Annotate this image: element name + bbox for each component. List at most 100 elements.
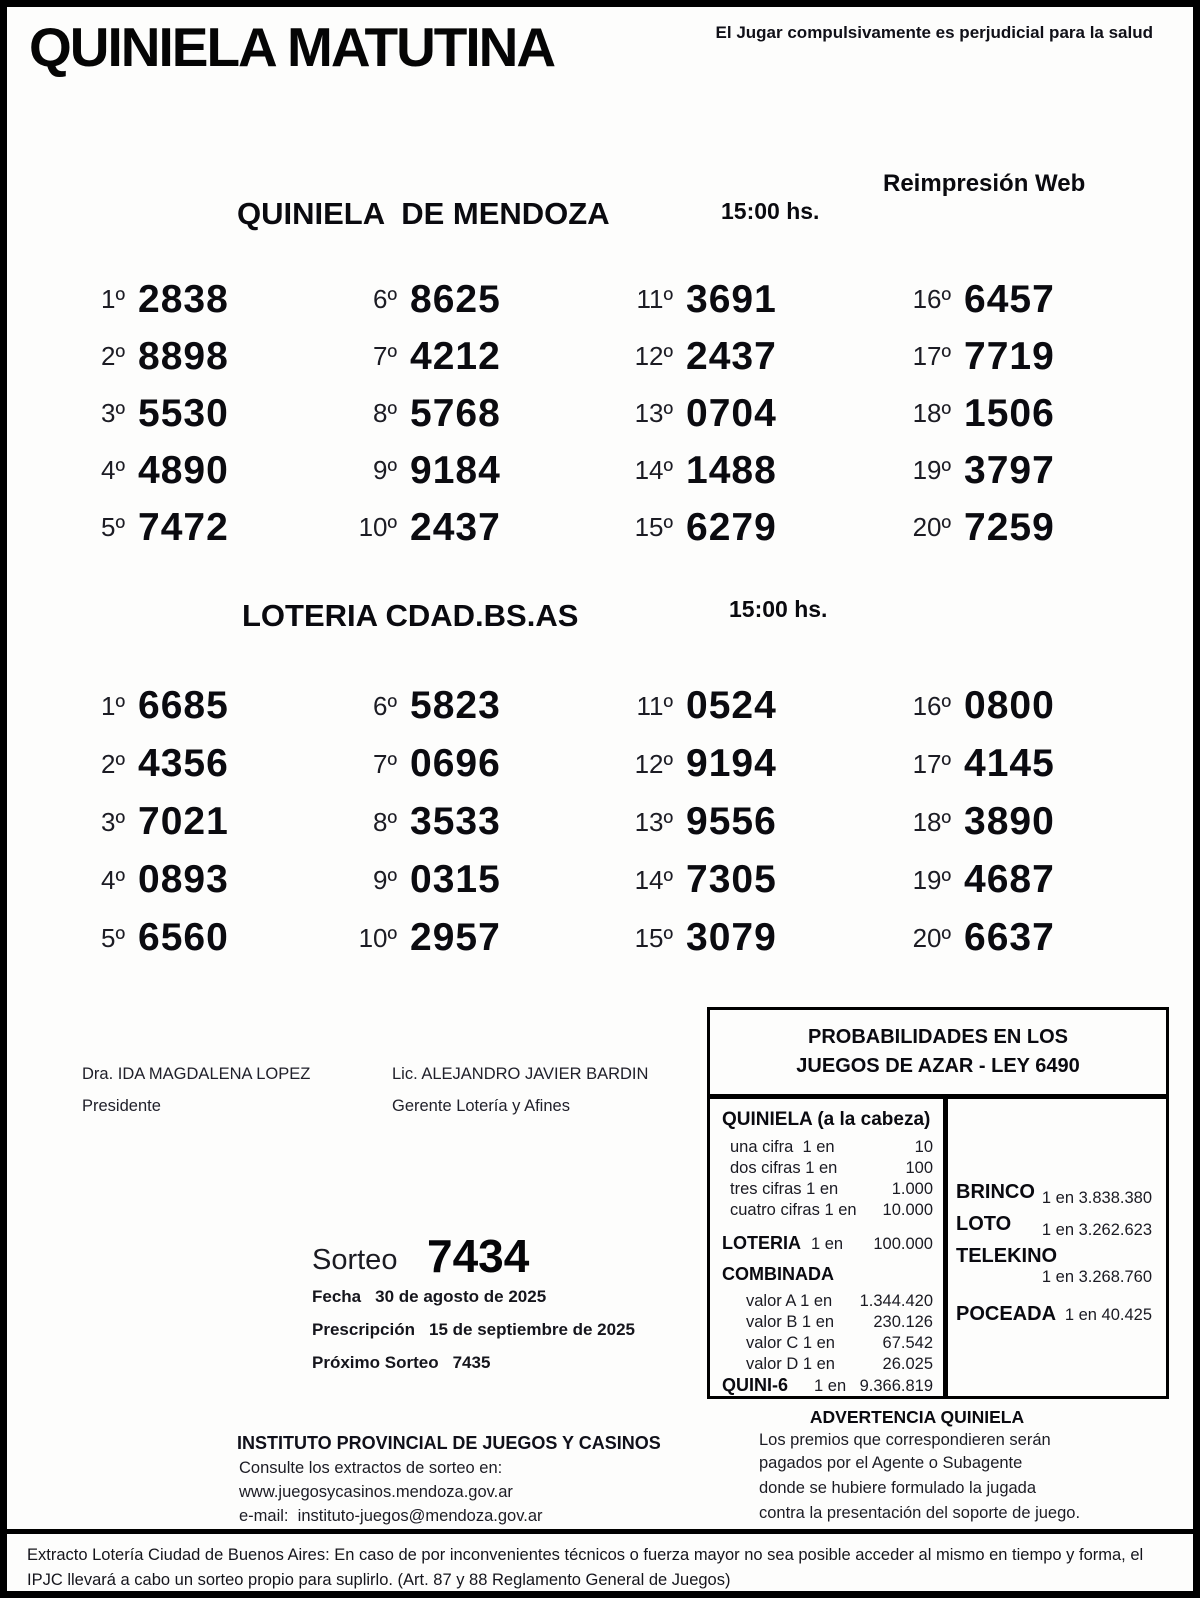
result-number: 3691 bbox=[686, 277, 777, 321]
result-position: 13º bbox=[634, 398, 673, 428]
result-number: 8898 bbox=[138, 334, 229, 378]
odds-label: valor A 1 en bbox=[746, 1292, 833, 1310]
quini6-odds-row: QUINI-6 1 en 9.366.819 bbox=[722, 1375, 933, 1397]
result-number: 9184 bbox=[410, 448, 501, 492]
loto-value: 1 en 3.262.623 bbox=[1041, 1221, 1152, 1239]
result-number: 6457 bbox=[964, 277, 1055, 321]
result-number: 7259 bbox=[964, 505, 1055, 549]
result-number: 3079 bbox=[686, 916, 777, 959]
result-position: 18º bbox=[912, 806, 951, 837]
loteria-odds-row: LOTERIA 1 en 100.000 bbox=[722, 1233, 933, 1255]
poceada-value: 1 en 40.425 bbox=[1064, 1306, 1152, 1324]
result-item: 10º 2957 bbox=[339, 909, 615, 967]
result-position: 1º bbox=[101, 690, 125, 721]
result-number: 4687 bbox=[964, 858, 1055, 901]
probabilities-box: PROBABILIDADES EN LOS JUEGOS DE AZAR - L… bbox=[707, 1007, 1169, 1399]
result-position: 8º bbox=[373, 806, 397, 837]
odds-row: tres cifras 1 en 1.000 bbox=[722, 1179, 933, 1200]
mendoza-draw-time: 15:00 hs. bbox=[721, 198, 820, 224]
result-position: 2º bbox=[101, 748, 125, 779]
loteria-odds-value: 100.000 bbox=[873, 1235, 933, 1253]
result-item: 13º 0704 bbox=[615, 385, 893, 442]
president-name: Dra. IDA MAGDALENA LOPEZ bbox=[82, 1065, 311, 1083]
result-number: 4890 bbox=[138, 448, 229, 492]
result-number: 8625 bbox=[410, 277, 501, 321]
sorteo-number: 7434 bbox=[427, 1230, 530, 1282]
bsas-results-grid: 1º 6685 2º 4356 3º 7021 4º 0893 5º 6560 6º 582… bbox=[67, 677, 1173, 967]
result-position: 13º bbox=[634, 806, 673, 837]
result-position: 12º bbox=[634, 341, 673, 371]
result-item: 5º 7472 bbox=[67, 499, 339, 556]
probabilities-left-column: QUINIELA (a la cabeza) una cifra 1 en 10 … bbox=[710, 1099, 948, 1396]
result-position: 1º bbox=[101, 284, 125, 314]
result-position: 14º bbox=[634, 455, 673, 485]
odds-value: 10.000 bbox=[882, 1201, 933, 1219]
result-item: 16º 0800 bbox=[893, 677, 1173, 735]
combinada-header: COMBINADA bbox=[722, 1264, 834, 1284]
result-position: 9º bbox=[373, 455, 397, 485]
odds-label: dos cifras 1 en bbox=[730, 1159, 838, 1177]
advertencia-line: donde se hubiere formulado la jugada bbox=[759, 1479, 1037, 1497]
result-item: 10º 2437 bbox=[339, 499, 615, 556]
result-number: 5823 bbox=[410, 684, 501, 727]
result-position: 18º bbox=[912, 398, 951, 428]
brinco-value: 1 en 3.838.380 bbox=[1041, 1189, 1152, 1207]
result-number: 6279 bbox=[686, 505, 777, 549]
odds-value: 67.542 bbox=[882, 1334, 933, 1352]
result-number: 3797 bbox=[964, 448, 1055, 492]
brinco-odds-row: BRINCO 1 en 3.838.380 bbox=[956, 1181, 1152, 1207]
result-item: 11º 3691 bbox=[615, 271, 893, 328]
telekino-name: TELEKINO bbox=[956, 1245, 1058, 1267]
result-number: 0315 bbox=[410, 858, 501, 901]
probabilities-body: QUINIELA (a la cabeza) una cifra 1 en 10 … bbox=[710, 1099, 1166, 1396]
result-number: 0893 bbox=[138, 858, 229, 901]
result-number: 7472 bbox=[138, 505, 229, 549]
result-position: 7º bbox=[373, 748, 397, 779]
result-number: 6637 bbox=[964, 916, 1055, 959]
result-item: 19º 4687 bbox=[893, 851, 1173, 909]
result-position: 5º bbox=[101, 922, 125, 953]
result-position: 15º bbox=[634, 512, 673, 542]
odds-row: cuatro cifras 1 en 10.000 bbox=[722, 1200, 933, 1221]
result-item: 9º 9184 bbox=[339, 442, 615, 499]
advertencia-title: ADVERTENCIA QUINIELA bbox=[809, 1407, 1025, 1427]
odds-row: valor A 1 en 1.344.420 bbox=[722, 1291, 933, 1312]
loto-odds-row: LOTO 1 en 3.262.623 bbox=[956, 1213, 1152, 1239]
result-number: 1506 bbox=[964, 391, 1055, 435]
result-number: 5768 bbox=[410, 391, 501, 435]
result-number: 2838 bbox=[138, 277, 229, 321]
result-item: 8º 3533 bbox=[339, 793, 615, 851]
result-position: 16º bbox=[912, 690, 951, 721]
result-item: 7º 0696 bbox=[339, 735, 615, 793]
quiniela-odds-header: QUINIELA (a la cabeza) bbox=[722, 1109, 931, 1130]
result-number: 2957 bbox=[410, 916, 501, 959]
result-position: 9º bbox=[373, 864, 397, 895]
result-position: 19º bbox=[912, 864, 951, 895]
result-position: 2º bbox=[101, 341, 125, 371]
result-item: 18º 3890 bbox=[893, 793, 1173, 851]
odds-row: valor D 1 en 26.025 bbox=[722, 1354, 933, 1375]
bsas-section-title: LOTERIA CDAD.BS.AS bbox=[242, 598, 579, 633]
odds-row: valor C 1 en 67.542 bbox=[722, 1333, 933, 1354]
result-item: 15º 6279 bbox=[615, 499, 893, 556]
result-number: 6685 bbox=[138, 684, 229, 727]
odds-label: valor C 1 en bbox=[746, 1334, 835, 1352]
manager-role: Gerente Lotería y Afines bbox=[392, 1097, 570, 1115]
result-position: 3º bbox=[101, 806, 125, 837]
loteria-odds-mid: 1 en bbox=[811, 1235, 844, 1253]
instituto-email: e-mail: instituto-juegos@mendoza.gov.ar bbox=[239, 1507, 543, 1525]
brinco-name: BRINCO bbox=[956, 1181, 1035, 1203]
result-number: 0524 bbox=[686, 684, 777, 727]
result-number: 1488 bbox=[686, 448, 777, 492]
result-item: 11º 0524 bbox=[615, 677, 893, 735]
result-item: 13º 9556 bbox=[615, 793, 893, 851]
result-position: 15º bbox=[634, 922, 673, 953]
odds-label: cuatro cifras 1 en bbox=[730, 1201, 857, 1219]
result-item: 17º 4145 bbox=[893, 735, 1173, 793]
result-number: 9556 bbox=[686, 800, 777, 843]
bsas-draw-time: 15:00 hs. bbox=[729, 596, 828, 622]
fecha-line: Fecha 30 de agosto de 2025 bbox=[312, 1287, 546, 1307]
result-number: 7305 bbox=[686, 858, 777, 901]
result-number: 6560 bbox=[138, 916, 229, 959]
prescripcion-line: Prescripción 15 de septiembre de 2025 bbox=[312, 1320, 635, 1340]
